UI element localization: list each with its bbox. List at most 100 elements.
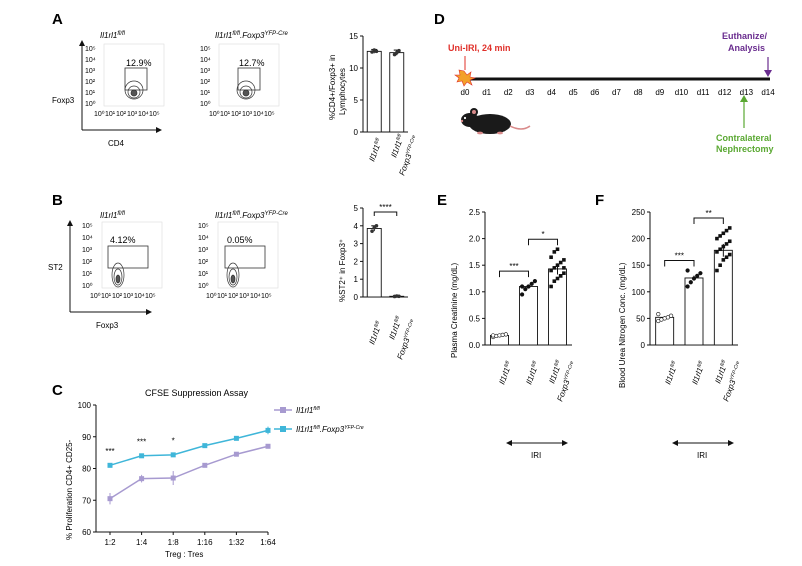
- data-point: [562, 271, 566, 275]
- timeline-day-label: d1: [482, 88, 491, 97]
- svg-text:10⁵: 10⁵: [261, 293, 272, 300]
- bar-f-iri-label: IRI: [697, 451, 707, 460]
- y-tick-label: 60: [82, 528, 91, 537]
- significance-bracket: [664, 260, 695, 267]
- data-point: [526, 284, 531, 289]
- svg-text:10⁰: 10⁰: [90, 292, 101, 300]
- bar-a-ylabel-2: Lymphocytes: [338, 68, 347, 115]
- significance-label: *: [541, 230, 544, 239]
- data-point: [727, 252, 732, 257]
- svg-text:Il1rl1fl/fl: Il1rl1fl/fl: [497, 359, 514, 385]
- significance-label: *: [172, 437, 175, 446]
- flow-a-title-wt-sup: fl/fl: [117, 31, 125, 37]
- x-tick-label: 1:2: [104, 538, 116, 547]
- data-point: [688, 280, 693, 285]
- svg-text:10⁰: 10⁰: [206, 292, 217, 300]
- y-tick-label: 90: [82, 433, 91, 442]
- flow-a2-gate: [237, 67, 261, 91]
- significance-label: ***: [509, 262, 518, 271]
- flow-a-ylabel: Foxp3: [52, 96, 75, 105]
- svg-text:Il1rl1fl/fl.Foxp3YFP-Cre: Il1rl1fl/fl.Foxp3YFP-Cre: [215, 211, 288, 220]
- data-point: [555, 276, 560, 281]
- y-tick-label: 0: [354, 128, 359, 137]
- data-point: [685, 284, 690, 289]
- data-point: [491, 333, 496, 338]
- timeline-day-label: d6: [590, 88, 599, 97]
- panel-b-bar: %ST2⁺ in Foxp3⁺ 0 1 2 3 4 5 **** Il1rl1fl/fl I…: [338, 203, 415, 361]
- flow-b2-gate: [224, 245, 266, 269]
- series-point-1: [265, 427, 271, 433]
- series-line-1: [109, 429, 269, 467]
- data-point: [529, 281, 534, 286]
- timeline-day-label: d5: [569, 88, 578, 97]
- data-point: [555, 247, 560, 252]
- data-point: [555, 263, 560, 267]
- flow-a1-xtick-1: 10¹: [105, 111, 116, 118]
- flow-a1-ytick-0: 10⁰: [85, 100, 96, 108]
- flow-a1-gate-value: 12.9%: [126, 58, 152, 68]
- significance-bracket: [373, 211, 398, 216]
- x-tick-label: 1:32: [229, 538, 245, 547]
- panel-d-timeline: Uni-IRI, 24 min Euthanize/ Analysis Cont…: [448, 31, 775, 154]
- y-tick-label: 250: [632, 208, 646, 217]
- flow-a1-ytick-5: 10⁵: [85, 46, 96, 53]
- flow-a2-ytick-5: 10⁵: [200, 46, 211, 53]
- series-point-0: [265, 443, 271, 449]
- y-tick-label: 100: [632, 288, 646, 297]
- data-point: [532, 279, 538, 284]
- data-point: [698, 271, 703, 276]
- significance-bracket: [693, 217, 724, 224]
- significance-label: **: [706, 209, 712, 218]
- data-point: [727, 239, 732, 244]
- series-point-1: [233, 435, 239, 441]
- series-point-1: [202, 443, 208, 449]
- flow-a1-xtick-5: 10⁵: [149, 111, 160, 118]
- y-tick-label: 0: [641, 341, 646, 350]
- timeline-day-label: d2: [504, 88, 513, 97]
- flow-b1-gate: [107, 245, 149, 269]
- significance-label: ***: [137, 438, 146, 447]
- flow-a2-ytick-0: 10⁰: [200, 100, 211, 108]
- panel-label-a: A: [52, 11, 63, 28]
- flow-a2-xtick-0: 10⁰: [209, 110, 220, 118]
- svg-text:10⁵: 10⁵: [82, 223, 93, 230]
- flow-a2-contours: [236, 80, 256, 100]
- bar-1: [389, 52, 405, 133]
- series-point-0: [202, 462, 208, 468]
- y-tick-label: 0: [354, 293, 359, 302]
- y-tick-label: 150: [632, 261, 646, 270]
- y-tick-label: 4: [354, 222, 359, 231]
- data-point: [552, 279, 557, 283]
- data-point: [656, 312, 661, 317]
- flow-b-xlabel: Foxp3: [96, 321, 119, 330]
- svg-text:10²: 10²: [228, 293, 239, 300]
- flow-a1-contours: [124, 80, 144, 100]
- data-point: [724, 228, 729, 233]
- y-tick-label: 3: [354, 240, 359, 249]
- timeline-start-label: Uni-IRI, 24 min: [448, 43, 511, 53]
- flow-a1-gate: [124, 67, 148, 91]
- timeline-end-label-2: Analysis: [728, 43, 765, 53]
- data-point: [523, 287, 528, 292]
- panel-label-d: D: [434, 11, 445, 28]
- x-tick-label: 1:64: [260, 538, 276, 547]
- svg-text:Il1rl1fl/fl.Foxp3YFP-Cre: Il1rl1fl/fl.Foxp3YFP-Cre: [215, 31, 288, 40]
- bar-a-ylabel-1: %CD4+/Foxp3+ in: [328, 55, 337, 120]
- flow-a2-xtick-1: 10¹: [220, 111, 231, 118]
- y-tick-label: 100: [78, 401, 92, 410]
- y-tick-label: 0.0: [469, 341, 481, 350]
- panel-a-bar: %CD4+/Foxp3+ in Lymphocytes 0 5 10 15 Il1rl…: [328, 32, 417, 177]
- flow-a1-xtick-4: 10⁴: [138, 111, 149, 118]
- svg-text:10⁰: 10⁰: [198, 282, 209, 290]
- significance-bracket: [528, 238, 558, 246]
- series-point-0: [170, 475, 176, 481]
- data-point: [562, 266, 566, 270]
- data-point: [715, 236, 719, 241]
- data-point: [718, 234, 722, 238]
- mouse-icon: [460, 108, 531, 135]
- svg-text:10⁴: 10⁴: [82, 235, 93, 242]
- timeline-day-label: d4: [547, 88, 556, 97]
- data-point: [721, 244, 726, 249]
- data-point: [370, 229, 374, 233]
